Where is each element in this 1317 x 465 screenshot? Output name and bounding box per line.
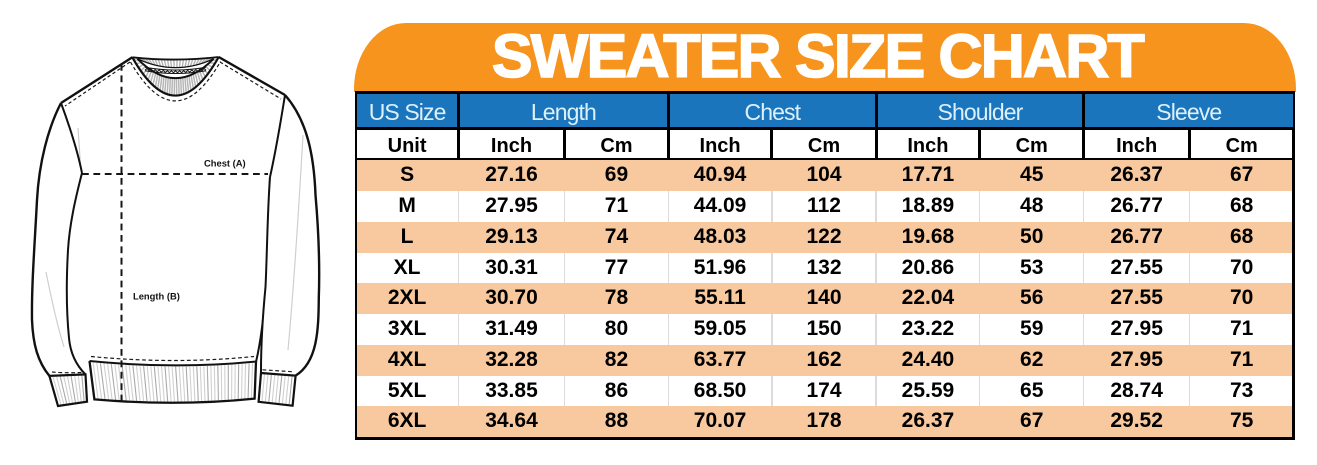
svg-text:Chest (A): Chest (A) bbox=[204, 157, 246, 168]
svg-text:Length (B): Length (B) bbox=[133, 290, 180, 301]
